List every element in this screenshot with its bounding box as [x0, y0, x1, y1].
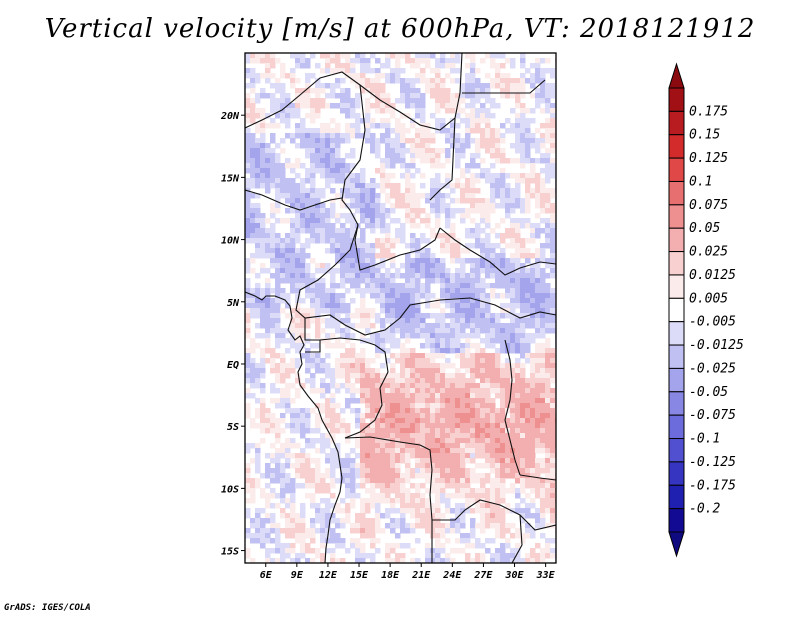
lon-tick-label: 27E	[473, 570, 493, 581]
colorbar-swatch	[668, 134, 685, 159]
colorbar-swatch	[668, 251, 685, 276]
lat-tick-label: 20N	[220, 111, 240, 122]
colorbar-label: -0.05	[689, 385, 728, 400]
lon-tick-label: 18E	[381, 570, 400, 581]
colorbar-swatch	[668, 180, 685, 206]
lon-tick-label: 9E	[291, 570, 304, 581]
colorbar-swatch	[668, 344, 685, 369]
colorbar-bottom-arrow	[668, 531, 685, 558]
colorbar-label: 0.0125	[689, 268, 736, 283]
colorbar-swatch	[668, 391, 685, 416]
colorbar-label: 0.175	[689, 104, 728, 119]
colorbar-swatch	[668, 157, 685, 182]
colorbar-swatch	[668, 438, 685, 463]
lon-axis: 6E 9E 12E 15E 18E 21E 24E 27E 30E 33E	[260, 563, 556, 581]
colorbar-swatch	[668, 204, 685, 229]
colorbar-swatch	[668, 461, 685, 486]
colorbar: 0.175 0.15 0.125 0.1 0.075 0.05 0.025 0.0125 0.0…	[668, 62, 744, 558]
colorbar-label: -0.005	[689, 315, 736, 330]
colorbar-swatch	[668, 87, 685, 112]
colorbar-swatch	[668, 297, 685, 323]
colorbar-swatch	[668, 367, 685, 393]
colorbar-label: -0.025	[689, 361, 736, 376]
lat-tick-label: 5N	[227, 298, 240, 309]
lon-tick-label: 12E	[319, 570, 338, 581]
colorbar-label: 0.005	[689, 291, 728, 306]
lat-tick-label: 15S	[221, 547, 239, 558]
colorbar-swatch	[668, 414, 685, 440]
lat-tick-label: 5S	[227, 422, 239, 433]
lon-tick-label: 21E	[411, 570, 431, 581]
map-panel: 6E 9E 12E 15E 18E 21E 24E 27E 30E 33E 20N 15N 10N 5N…	[220, 52, 557, 581]
colorbar-swatch	[668, 274, 685, 299]
colorbar-label: -0.1	[689, 432, 720, 447]
colorbar-label: -0.075	[689, 408, 736, 423]
lat-tick-label: 10S	[221, 484, 239, 495]
colorbar-swatch	[668, 227, 685, 253]
colorbar-label: -0.2	[689, 502, 720, 517]
colorbar-label: -0.125	[689, 455, 736, 470]
grads-credit: GrADS: IGES/COLA	[4, 603, 91, 613]
map-title: Vertical velocity [m/s] at 600hPa, VT: 2…	[44, 14, 756, 44]
lat-axis: 20N 15N 10N 5N EQ 5S 10S 15S	[220, 111, 245, 558]
colorbar-label: 0.15	[689, 128, 720, 143]
coastline	[245, 291, 343, 563]
lon-tick-label: 6E	[260, 570, 273, 581]
colorbar-label: 0.05	[689, 221, 720, 236]
colorbar-swatch	[668, 321, 685, 346]
country-borders	[245, 53, 556, 563]
colorbar-label: 0.025	[689, 245, 728, 260]
colorbar-swatch	[668, 110, 685, 136]
lon-tick-label: 33E	[536, 570, 556, 581]
colorbar-label: -0.0125	[689, 338, 744, 353]
lat-tick-label: 15N	[221, 173, 240, 184]
lon-tick-label: 24E	[442, 570, 462, 581]
colorbar-label: 0.1	[689, 174, 712, 189]
colorbar-top-arrow	[668, 62, 685, 89]
colorbar-swatch	[668, 508, 685, 533]
lon-tick-label: 15E	[350, 570, 369, 581]
colorbar-label: -0.175	[689, 478, 736, 493]
colorbar-swatch	[668, 484, 685, 510]
velocity-field	[245, 53, 556, 563]
colorbar-label: 0.075	[689, 198, 728, 213]
colorbar-label: 0.125	[689, 151, 728, 166]
lon-tick-label: 30E	[505, 570, 525, 581]
lat-tick-label: 10N	[221, 236, 240, 247]
lat-tick-label: EQ	[227, 360, 239, 371]
